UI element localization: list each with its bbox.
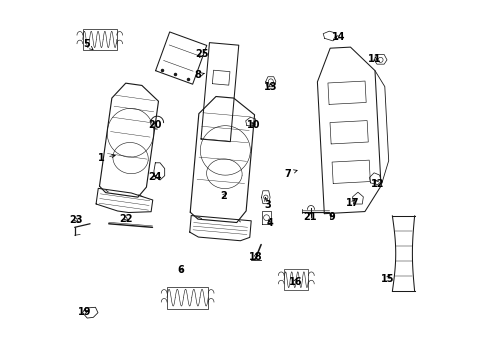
Text: 7: 7 <box>284 168 297 179</box>
Text: 11: 11 <box>368 54 382 64</box>
Text: 25: 25 <box>195 49 209 59</box>
Text: 8: 8 <box>194 70 204 80</box>
Text: 4: 4 <box>267 218 273 228</box>
Text: 21: 21 <box>303 212 317 221</box>
Text: 5: 5 <box>83 40 93 50</box>
Text: 19: 19 <box>77 307 91 317</box>
Text: 12: 12 <box>371 179 385 189</box>
Text: 10: 10 <box>247 121 261 130</box>
Text: 17: 17 <box>346 198 359 208</box>
Text: 15: 15 <box>381 274 394 284</box>
Text: 1: 1 <box>98 153 115 163</box>
Text: 13: 13 <box>264 82 277 93</box>
Text: 22: 22 <box>119 214 133 224</box>
Text: 9: 9 <box>328 212 335 221</box>
Text: 3: 3 <box>264 197 271 210</box>
Text: 24: 24 <box>148 172 161 182</box>
Text: 6: 6 <box>178 265 185 275</box>
Bar <box>167 287 208 309</box>
Text: 23: 23 <box>70 215 83 225</box>
Text: 16: 16 <box>289 277 302 287</box>
Text: 14: 14 <box>332 32 346 42</box>
Bar <box>284 269 309 290</box>
Bar <box>83 29 117 50</box>
Text: 2: 2 <box>220 191 227 201</box>
Text: 20: 20 <box>148 121 161 130</box>
Text: 18: 18 <box>249 252 263 262</box>
